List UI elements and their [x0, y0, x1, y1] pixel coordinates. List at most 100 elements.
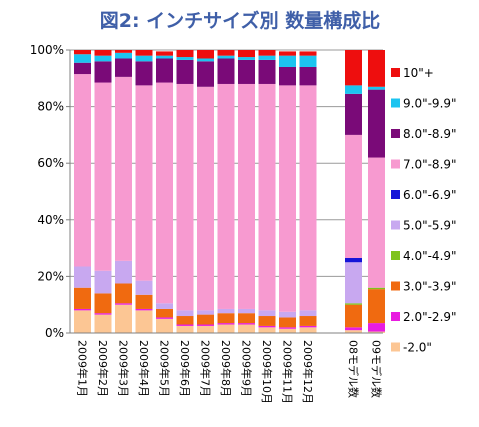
- legend-label: 9.0"-9.9": [403, 97, 457, 111]
- x-category-label: 2009年1月: [76, 340, 90, 397]
- bar-segment: [299, 310, 317, 317]
- legend: 10"+ 9.0"-9.9" 8.0"-8.9" 7.0"-8.9" 6.0"-6.9"…: [391, 66, 457, 355]
- bar-segment: [258, 327, 276, 333]
- bar-segment: [279, 317, 296, 328]
- bar-segment: [176, 325, 194, 333]
- bar-segment: [299, 327, 317, 333]
- y-tick-label: 0%: [45, 326, 64, 340]
- bar-segment: [279, 328, 296, 333]
- bar-segment: [74, 74, 91, 267]
- bar-segment: [74, 310, 91, 333]
- bar-segment: [74, 62, 91, 75]
- bar-segment: [94, 313, 112, 315]
- bar-segment: [279, 311, 296, 318]
- bar-segment: [135, 50, 153, 56]
- bar-segment: [238, 324, 255, 333]
- bar-segment: [238, 308, 255, 314]
- x-category-label: 09モデル数: [370, 340, 384, 398]
- legend-swatch: [391, 159, 400, 169]
- bar-segment: [345, 262, 362, 304]
- x-category-label: 2009年4月: [137, 340, 151, 397]
- bar-segment: [258, 50, 276, 56]
- legend-swatch: [391, 281, 400, 291]
- bar-segment: [217, 323, 235, 325]
- bar-segment: [135, 280, 153, 295]
- x-category-label: 2009年12月: [301, 340, 315, 404]
- legend-swatch: [391, 342, 400, 352]
- bar-segment: [345, 93, 362, 135]
- bar-segment: [197, 310, 214, 315]
- legend-label: 3.0"-3.9": [403, 280, 457, 294]
- bar-segment: [115, 58, 132, 77]
- bar-segment: [115, 283, 132, 304]
- x-category-label: 2009年9月: [240, 340, 254, 397]
- bar-segment: [176, 50, 194, 58]
- bar-segment: [217, 308, 235, 314]
- bar-segment: [238, 313, 255, 324]
- bar-segment: [345, 85, 362, 94]
- bar-segment: [299, 325, 317, 328]
- bar-segment: [156, 58, 173, 83]
- y-tick-label: 80%: [37, 100, 64, 114]
- bar-segment: [345, 327, 362, 331]
- bar-segment: [74, 266, 91, 288]
- bar-segment: [94, 55, 112, 62]
- bar-segment: [345, 50, 362, 86]
- bar-segment: [345, 303, 362, 305]
- legend-swatch: [391, 98, 400, 108]
- bar-segment: [368, 289, 385, 324]
- x-category-label: 08モデル数: [347, 340, 361, 398]
- bar-segment: [368, 89, 385, 158]
- bar-segment: [176, 83, 194, 311]
- bar-segment: [279, 66, 296, 86]
- bar-segment: [176, 57, 194, 60]
- bar-segment: [115, 260, 132, 284]
- bar-segment: [94, 270, 112, 294]
- legend-swatch: [391, 220, 400, 230]
- legend-label: 2.0"-2.9": [403, 310, 457, 324]
- bar-segment: [156, 82, 173, 304]
- bar-segment: [217, 55, 235, 59]
- bar-segment: [217, 324, 235, 333]
- bar-segment: [217, 50, 235, 56]
- bar-segment: [94, 82, 112, 271]
- bar-segment: [368, 86, 385, 90]
- x-category-label: 2009年3月: [117, 340, 131, 397]
- bar-segment: [238, 50, 255, 58]
- bar-segment: [94, 314, 112, 333]
- bar-segment: [258, 316, 276, 326]
- bar-segment: [279, 327, 296, 329]
- bar-segment: [115, 50, 132, 53]
- bar-segment: [217, 313, 235, 324]
- x-category-label: 2009年8月: [219, 340, 233, 397]
- y-tick-label: 20%: [37, 269, 64, 283]
- bar-segment: [156, 55, 173, 59]
- bars: [74, 50, 385, 333]
- bar-segment: [197, 324, 214, 326]
- bar-segment: [74, 50, 91, 55]
- bar-segment: [176, 316, 194, 325]
- chart-title: 図2: インチサイズ別 数量構成比: [100, 9, 380, 32]
- legend-label: 6.0"-6.9": [403, 188, 457, 202]
- bar-segment: [156, 317, 173, 319]
- bar-segment: [238, 83, 255, 309]
- bar-segment: [345, 134, 362, 259]
- legend-label: 5.0"-5.9": [403, 219, 457, 233]
- x-category-label: 2009年7月: [199, 340, 213, 397]
- x-category-label: 2009年11月: [281, 340, 295, 404]
- bar-segment: [258, 59, 276, 84]
- bar-segment: [258, 83, 276, 311]
- bar-segment: [135, 55, 153, 62]
- bar-segment: [368, 287, 385, 290]
- legend-swatch: [391, 68, 400, 77]
- bar-segment: [217, 58, 235, 84]
- bar-segment: [197, 314, 214, 325]
- bar-segment: [279, 85, 296, 312]
- bar-segment: [258, 310, 276, 317]
- y-axis-ticks: 0% 20% 40% 60% 80% 100%: [30, 43, 70, 340]
- legend-swatch: [391, 251, 400, 260]
- bar-segment: [368, 157, 385, 288]
- bar-segment: [238, 323, 255, 325]
- y-tick-label: 40%: [37, 213, 64, 227]
- x-axis-labels: 2009年1月 2009年2月 2009年3月 2009年4月 2009年5月 2009年…: [76, 340, 384, 404]
